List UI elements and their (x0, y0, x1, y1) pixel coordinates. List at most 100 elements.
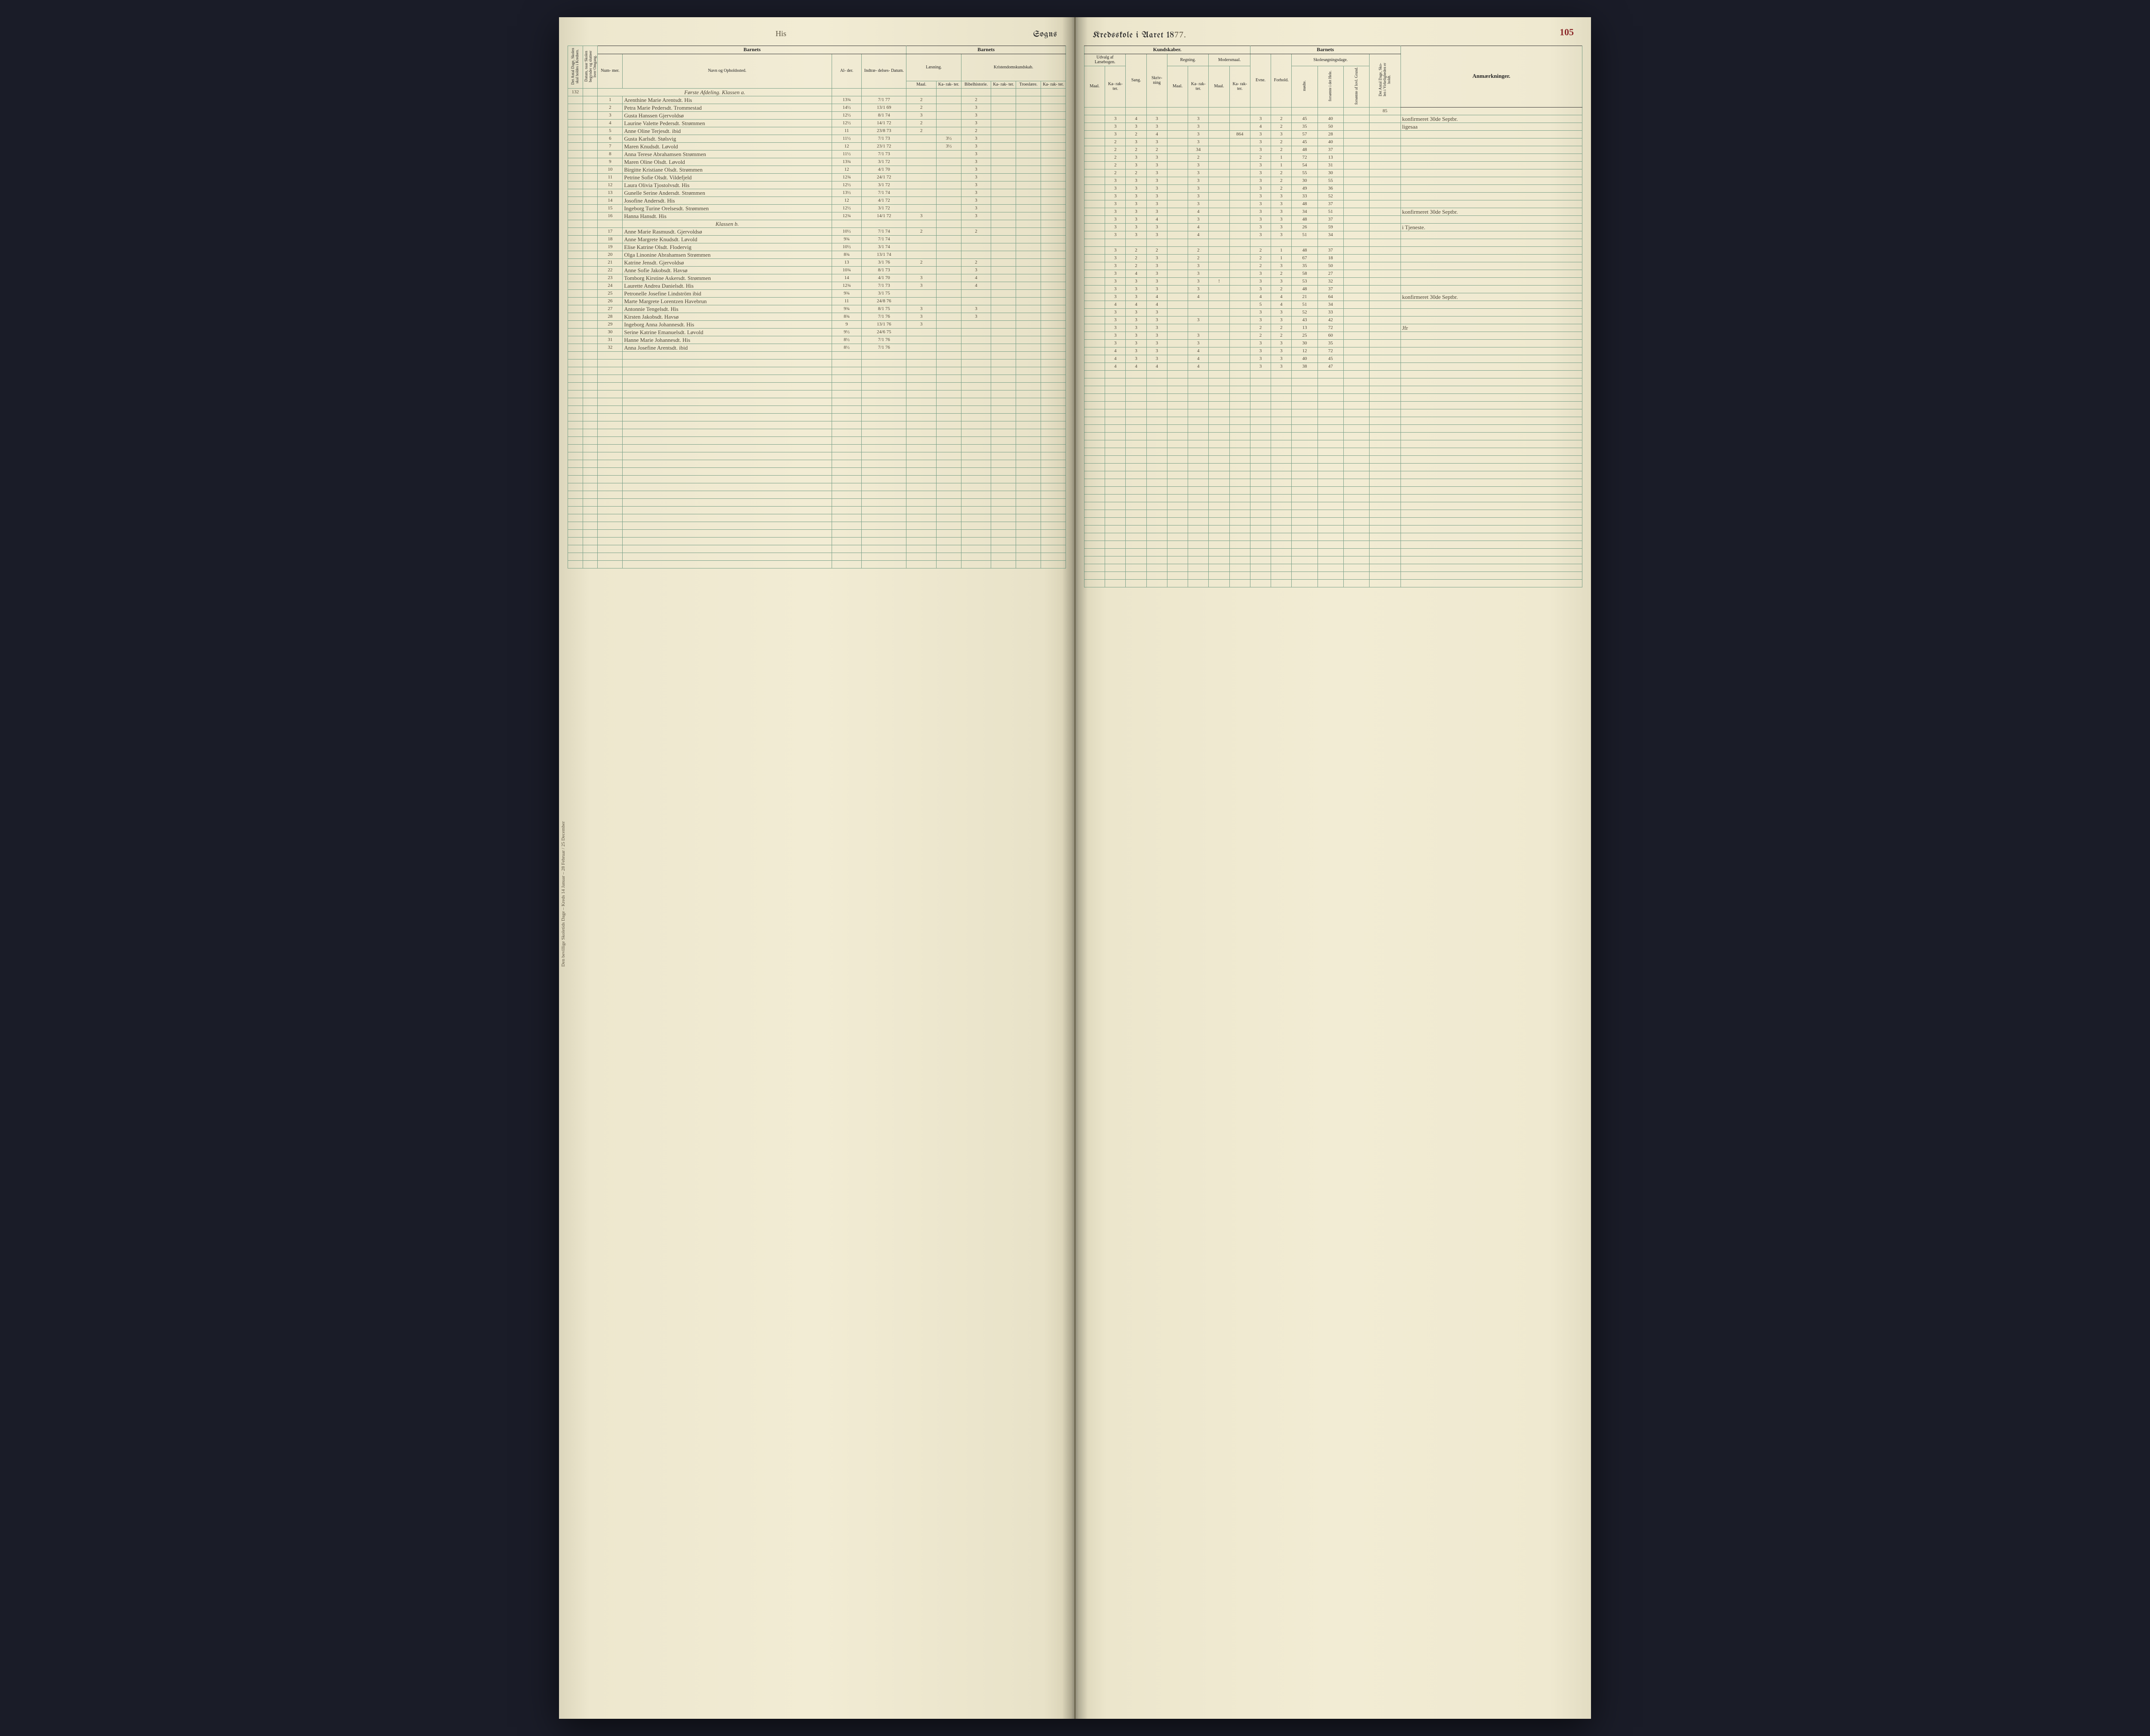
cell-modte: 21 (1292, 293, 1318, 301)
cell-blank (1126, 486, 1146, 494)
cell-blank (1271, 440, 1292, 448)
book-container: His Sogns Den bevillige Skoletids Dage –… (0, 0, 2150, 1736)
cell-sang: 3 (1126, 324, 1146, 332)
cell-skriv: 4 (1146, 130, 1167, 138)
cell-age: 13 (832, 258, 861, 266)
cell-date: 13/1 69 (862, 104, 906, 111)
cell-forhold: 2 (1271, 270, 1292, 277)
cell-regn-kar: 3 (1188, 316, 1209, 324)
cell-bibel-kar (991, 181, 1016, 189)
col-navn: Navn og Opholdssted. (623, 54, 832, 88)
cell-blank (906, 390, 936, 398)
cell-nummer: 7 (598, 142, 623, 150)
cell-nummer: 10 (598, 166, 623, 173)
cell-side1 (568, 96, 583, 104)
cell-blank (1041, 452, 1066, 460)
cell-dage-holdt (1370, 115, 1401, 123)
cell-blank (598, 398, 623, 406)
cell-fors-grund (1343, 192, 1369, 200)
cell-side2 (583, 320, 598, 328)
cell-bibel-maal (961, 289, 991, 297)
cell-fors-hele: 42 (1318, 316, 1343, 324)
cell-sang: 3 (1126, 208, 1146, 215)
cell-blank (1343, 393, 1369, 401)
cell-laes-kar: 3½ (936, 142, 961, 150)
cell-blank (1343, 463, 1369, 471)
cell-nummer: 31 (598, 336, 623, 344)
cell-blank (906, 491, 936, 498)
cell-blank (1229, 401, 1250, 409)
cell-blank (991, 444, 1016, 452)
cell-troes-maal (1016, 166, 1041, 173)
cell-fors-grund (1343, 270, 1369, 277)
cell-forhold: 2 (1271, 138, 1292, 146)
cell-anm (1401, 254, 1582, 262)
cell-sang: 3 (1126, 138, 1146, 146)
cell-blank (1250, 510, 1271, 517)
cell-blank (1188, 455, 1209, 463)
cell-laes-maal: 2 (906, 227, 936, 235)
cell-dage-holdt (1370, 277, 1401, 285)
cell-blank (1343, 440, 1369, 448)
cell-moder-kar (1229, 208, 1250, 215)
cell-blank (1250, 556, 1271, 564)
cell-laes-kar (936, 227, 961, 235)
cell-blank (1401, 409, 1582, 417)
cell-blank (623, 421, 832, 429)
cell-skriv: 3 (1146, 192, 1167, 200)
cell-udvalg-maal (1084, 246, 1105, 254)
cell-skriv: 3 (1146, 223, 1167, 231)
cell-bibel-maal: 3 (961, 119, 991, 127)
cell-moder-kar (1229, 115, 1250, 123)
cell-evne: 3 (1250, 115, 1271, 123)
cell-blank (832, 506, 861, 514)
cell-troes-maal (1016, 251, 1041, 258)
cell-bibel-kar (991, 189, 1016, 197)
cell-blank (991, 436, 1016, 444)
cell-bibel-maal: 2 (961, 227, 991, 235)
cell-blank (1370, 401, 1401, 409)
cell-date: 7/1 74 (862, 227, 906, 235)
cell-name: Laura Olivia Tjostolvsdt. His (623, 181, 832, 189)
cell-forhold: 4 (1271, 301, 1292, 308)
cell-blank (1188, 386, 1209, 393)
cell-laes-kar (936, 274, 961, 282)
cell-moder-maal (1209, 308, 1229, 316)
cell-blank (1167, 502, 1188, 510)
cell-moder-kar (1229, 262, 1250, 270)
cell-dage-holdt (1370, 154, 1401, 161)
cell (1343, 107, 1369, 115)
cell-bibel-kar (991, 227, 1016, 235)
cell-blank (1271, 571, 1292, 579)
cell-blank (1146, 417, 1167, 424)
cell-blank (1167, 409, 1188, 417)
table-row: 444545134 (1084, 301, 1582, 308)
cell-blank (1292, 386, 1318, 393)
cell-blank (1126, 471, 1146, 479)
cell-name: Gusta Hanssen Gjervoldsø (623, 111, 832, 119)
cell-bibel-kar (991, 289, 1016, 297)
cell-blank (1084, 494, 1105, 502)
cell-modte: 45 (1292, 138, 1318, 146)
cell-blank (623, 467, 832, 475)
cell-blank (583, 406, 598, 413)
cell-dage-holdt (1370, 363, 1401, 370)
cell-blank (1250, 393, 1271, 401)
cell-evne: 4 (1250, 293, 1271, 301)
cell-moder-maal (1209, 161, 1229, 169)
cell-blank (1370, 424, 1401, 432)
cell-moder-kar (1229, 277, 1250, 285)
cell-moder-kar (1229, 293, 1250, 301)
cell-fors-grund (1343, 285, 1369, 293)
cell-blank (1041, 390, 1066, 398)
cell-blank (1318, 455, 1343, 463)
cell-blank (1343, 486, 1369, 494)
cell-troes-kar (1041, 158, 1066, 166)
cell-blank (1188, 440, 1209, 448)
cell-moder-maal (1209, 123, 1229, 130)
cell-blank (862, 351, 906, 359)
cell-blank (1105, 556, 1126, 564)
cell-laes-maal (906, 181, 936, 189)
cell-dage-holdt (1370, 301, 1401, 308)
cell-blank (1401, 417, 1582, 424)
